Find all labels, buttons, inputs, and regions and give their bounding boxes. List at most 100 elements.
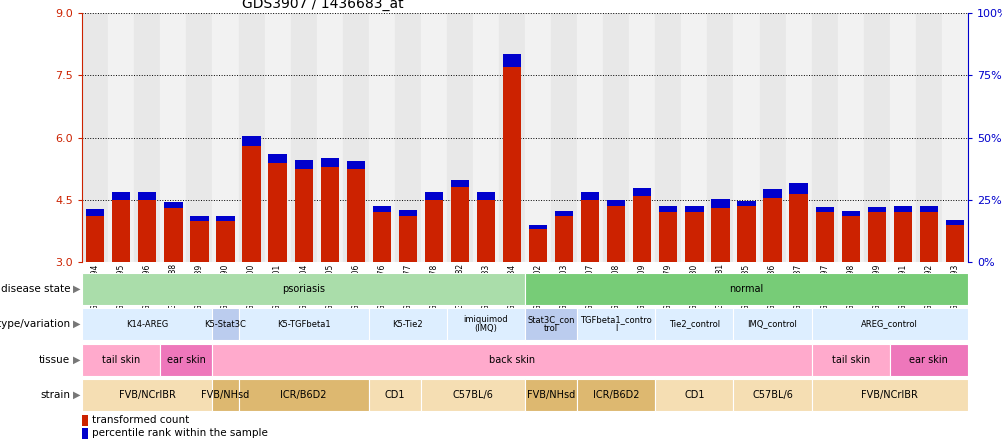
Bar	[863, 13, 889, 262]
Bar	[867, 207, 885, 212]
Bar	[295, 169, 313, 262]
Bar	[867, 212, 885, 262]
Bar	[421, 13, 447, 262]
Text: TGFbeta1_contro
l: TGFbeta1_contro l	[580, 316, 651, 333]
Text: K5-TGFbeta1: K5-TGFbeta1	[277, 320, 330, 329]
Bar	[632, 196, 650, 262]
Bar	[632, 188, 650, 196]
Bar	[789, 183, 807, 194]
Bar	[525, 13, 550, 262]
Text: ICR/B6D2: ICR/B6D2	[281, 390, 327, 400]
Bar	[295, 160, 313, 169]
Bar	[528, 225, 547, 229]
Bar	[216, 221, 234, 262]
Text: ▶: ▶	[73, 284, 80, 293]
Bar	[732, 379, 811, 411]
Bar	[915, 13, 941, 262]
Text: AREG_control: AREG_control	[861, 320, 917, 329]
Bar	[945, 220, 963, 225]
Text: tail skin: tail skin	[831, 355, 869, 365]
Bar	[837, 13, 863, 262]
Bar	[528, 229, 547, 262]
Bar	[732, 308, 811, 340]
Bar	[628, 13, 654, 262]
Bar	[710, 199, 728, 208]
Bar	[945, 225, 963, 262]
Bar	[373, 206, 391, 212]
Bar	[841, 211, 859, 216]
Bar	[502, 67, 521, 262]
Bar	[736, 206, 755, 262]
Bar	[238, 379, 369, 411]
Bar	[554, 216, 573, 262]
Bar	[447, 308, 525, 340]
Bar	[919, 206, 937, 212]
Text: ICR/B6D2: ICR/B6D2	[592, 390, 639, 400]
Bar	[889, 344, 967, 376]
Bar	[658, 212, 676, 262]
Text: psoriasis: psoriasis	[282, 284, 325, 293]
Bar	[476, 192, 495, 200]
Bar	[811, 344, 889, 376]
Bar	[789, 194, 807, 262]
Bar	[82, 415, 87, 426]
Text: C57BL/6: C57BL/6	[452, 390, 493, 400]
Text: imiquimod
(IMQ): imiquimod (IMQ)	[463, 316, 508, 333]
Bar	[82, 273, 525, 305]
Bar	[269, 154, 287, 163]
Bar	[606, 200, 624, 206]
Bar	[447, 13, 473, 262]
Text: K5-Stat3C: K5-Stat3C	[204, 320, 246, 329]
Text: ear skin: ear skin	[167, 355, 205, 365]
Text: ▶: ▶	[73, 390, 80, 400]
Bar	[815, 207, 833, 212]
Bar	[654, 13, 680, 262]
Text: CD1: CD1	[683, 390, 704, 400]
Bar	[216, 215, 234, 221]
Text: FVB/NCrIBR: FVB/NCrIBR	[861, 390, 917, 400]
Text: strain: strain	[40, 390, 70, 400]
Text: genotype/variation: genotype/variation	[0, 319, 70, 329]
Text: transformed count: transformed count	[92, 416, 189, 425]
Bar	[525, 379, 576, 411]
Bar	[186, 13, 212, 262]
Bar	[763, 198, 781, 262]
Bar	[86, 209, 104, 216]
Bar	[893, 212, 911, 262]
Bar	[684, 212, 702, 262]
Bar	[212, 308, 238, 340]
Bar	[369, 379, 421, 411]
Text: C57BL/6: C57BL/6	[752, 390, 793, 400]
Text: percentile rank within the sample: percentile rank within the sample	[92, 428, 268, 438]
Bar	[763, 190, 781, 198]
Bar	[554, 211, 573, 216]
Bar	[291, 13, 317, 262]
Text: K5-Tie2: K5-Tie2	[392, 320, 423, 329]
Bar	[265, 13, 291, 262]
Bar	[525, 273, 967, 305]
Bar	[369, 13, 395, 262]
Bar	[580, 192, 599, 200]
Bar	[815, 212, 833, 262]
Bar	[82, 379, 212, 411]
Bar	[811, 308, 967, 340]
Bar	[654, 308, 732, 340]
Bar	[450, 187, 469, 262]
Bar	[550, 13, 576, 262]
Bar	[502, 54, 521, 67]
Text: Tie2_control: Tie2_control	[668, 320, 719, 329]
Bar	[321, 166, 339, 262]
Bar	[811, 13, 837, 262]
Bar	[889, 13, 915, 262]
Text: FVB/NCrIBR: FVB/NCrIBR	[119, 390, 175, 400]
Bar	[347, 169, 365, 262]
Bar	[238, 308, 369, 340]
Bar	[134, 13, 160, 262]
Bar	[190, 221, 208, 262]
Bar	[82, 428, 87, 439]
Text: ▶: ▶	[73, 355, 80, 365]
Text: IMQ_control: IMQ_control	[746, 320, 797, 329]
Text: ▶: ▶	[73, 319, 80, 329]
Bar	[736, 201, 755, 206]
Bar	[525, 308, 576, 340]
